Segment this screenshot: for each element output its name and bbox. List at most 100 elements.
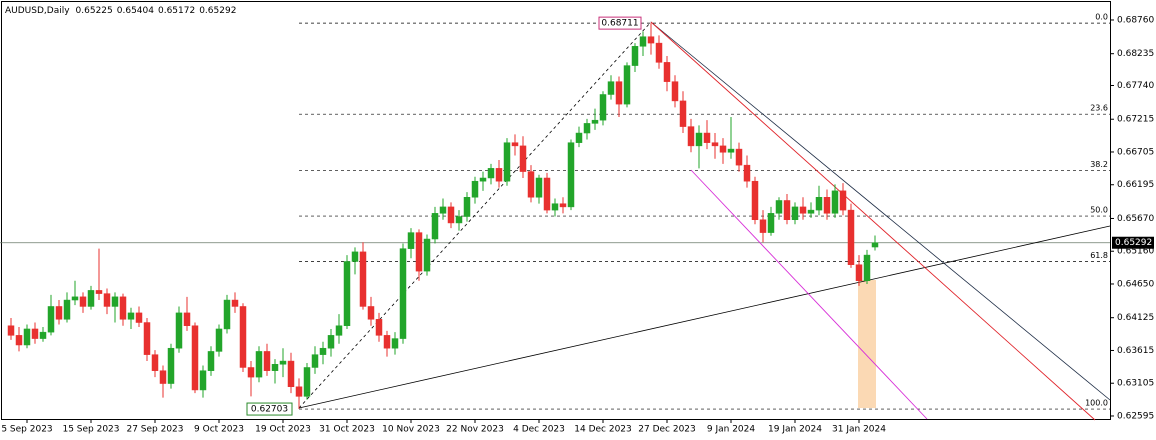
candle-body (591, 119, 599, 124)
candle-body (223, 299, 231, 330)
candle-body (111, 296, 119, 307)
y-tick-label: 0.68235 (1117, 49, 1154, 59)
candle-body (391, 338, 399, 349)
candle-body (599, 94, 607, 121)
candle-body (327, 335, 335, 349)
current-price-label: 0.65292 (1115, 238, 1152, 248)
x-tick-label: 15 Sep 2023 (62, 425, 119, 435)
candle-body (175, 312, 183, 349)
fib-level-label: 50.0 (1090, 206, 1108, 215)
candle-body (791, 206, 799, 220)
candle-body (359, 251, 367, 307)
candle-body (247, 367, 255, 378)
swing-high-label: 0.68711 (601, 19, 638, 29)
candle-body (743, 164, 751, 182)
x-tick-label: 4 Dec 2023 (513, 425, 565, 435)
candle-body (767, 213, 775, 233)
candle-body (775, 200, 783, 214)
y-tick-label: 0.64125 (1117, 313, 1154, 323)
candle-body (527, 171, 535, 198)
candle-body (71, 296, 79, 301)
candle-body (159, 370, 167, 384)
candle-body (135, 312, 143, 323)
candle-body (463, 197, 471, 217)
candle-body (87, 290, 95, 307)
candle-body (783, 200, 791, 220)
y-tick-label: 0.63615 (1117, 346, 1154, 356)
channel-line (690, 169, 928, 420)
candle-body (679, 100, 687, 127)
resistance-line (650, 21, 1096, 421)
y-tick-label: 0.66195 (1117, 180, 1154, 190)
support-line (298, 225, 1111, 409)
candle-body (519, 145, 527, 172)
candle-body (551, 203, 559, 211)
candle-body (303, 367, 311, 397)
fib-level-label: 61.8 (1090, 251, 1108, 260)
candle-body (95, 290, 103, 294)
candle-body (39, 331, 47, 339)
candle-body (215, 328, 223, 352)
candle-body (167, 347, 175, 384)
y-tick-label: 0.67740 (1117, 81, 1154, 91)
candle-body (759, 219, 767, 233)
candle-body (703, 132, 711, 143)
highlight-zone (858, 280, 876, 408)
candle-body (663, 62, 671, 82)
candle-body (295, 386, 303, 397)
candle-body (559, 203, 567, 208)
candle-body (415, 232, 423, 272)
x-tick-label: 14 Dec 2023 (574, 425, 632, 435)
candle-body (375, 319, 383, 336)
swing-low-box (246, 402, 293, 416)
candle-body (567, 142, 575, 208)
y-tick-label: 0.65670 (1117, 214, 1154, 224)
candle-body (735, 148, 743, 166)
x-tick-label: 22 Nov 2023 (446, 425, 504, 435)
x-tick-label: 27 Dec 2023 (638, 425, 696, 435)
candle-body (79, 296, 87, 307)
candle-body (343, 261, 351, 326)
candle-body (47, 306, 55, 333)
drawing-layer (298, 21, 1111, 421)
y-tick-label: 0.62595 (1117, 411, 1154, 421)
swing-high-box (598, 16, 642, 30)
candle-body (815, 197, 823, 211)
y-tick-label: 0.65160 (1117, 247, 1154, 257)
candle-body (831, 190, 839, 214)
high-value: 0.65404 (117, 6, 154, 16)
candle-body (727, 148, 735, 153)
candle-body (495, 168, 503, 182)
candle-body (839, 190, 847, 211)
candle-body (423, 238, 431, 272)
candle-body (607, 81, 615, 95)
fib-level-label: 0.0 (1095, 13, 1108, 22)
candle-body (319, 347, 327, 355)
candle-body (335, 325, 343, 336)
candle-body (103, 293, 111, 307)
background-layer (0, 22, 1110, 410)
candle-body (183, 312, 191, 326)
candle-body (615, 81, 623, 105)
chart-title: AUDUSD,Daily (5, 6, 70, 16)
candle-body (751, 180, 759, 220)
y-tick-label: 0.68760 (1117, 15, 1154, 25)
y-tick-label: 0.64650 (1117, 279, 1154, 289)
candle-body (271, 364, 279, 371)
low-value: 0.65172 (158, 6, 195, 16)
candle-body (151, 354, 159, 371)
candle-body (855, 264, 863, 282)
candle-body (487, 168, 495, 179)
fib-level-label: 23.6 (1090, 104, 1108, 113)
x-tick-label: 27 Sep 2023 (126, 425, 183, 435)
candle-body (231, 299, 239, 307)
y-tick-label: 0.66705 (1117, 147, 1154, 157)
candle-body (447, 206, 455, 224)
candle-body (871, 242, 879, 248)
candle-body (439, 206, 447, 214)
open-value: 0.65225 (76, 6, 113, 16)
candle-body (647, 36, 655, 44)
x-tick-label: 9 Jan 2024 (707, 425, 755, 435)
candle-body (255, 351, 263, 378)
